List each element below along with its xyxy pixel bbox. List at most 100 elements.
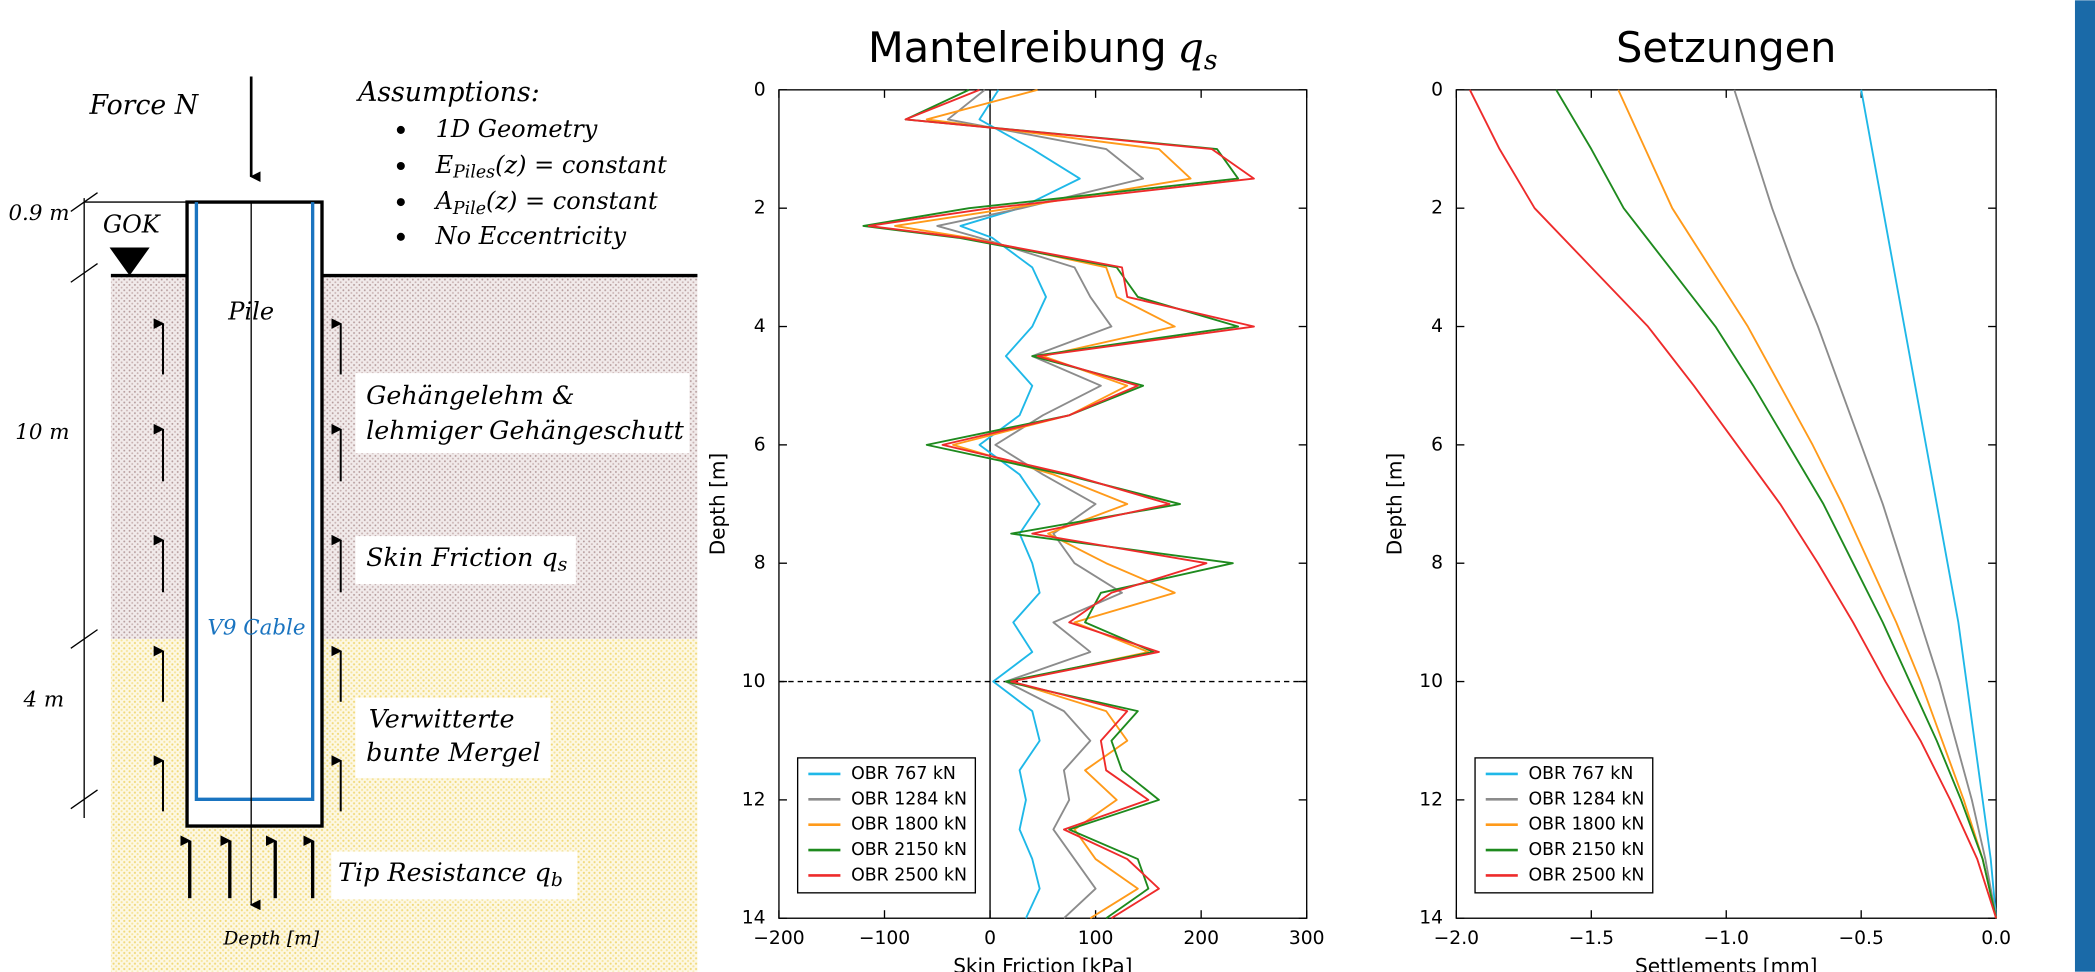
dimension-ticks <box>70 192 188 810</box>
pile-label: Pile <box>227 297 274 325</box>
legend: OBR 767 kN OBR 1284 kN OBR 1800 kN OBR 2150… <box>1474 757 1654 894</box>
y-tick-label: 8 <box>1431 553 1443 574</box>
label-text: Tip Resistance <box>338 857 527 887</box>
ground-marker <box>109 247 150 276</box>
layer-label: lehmiger Gehängeschutt <box>366 415 685 445</box>
label-text: Skin Friction <box>366 542 533 572</box>
data-line <box>1733 89 1998 919</box>
layer-label: Verwitterte <box>369 703 515 733</box>
title-text: Setzungen <box>1616 24 1836 72</box>
legend-label: OBR 767 kN <box>851 764 956 784</box>
legend-label: OBR 2500 kN <box>1528 865 1644 885</box>
assumption-text: (z) = constant <box>495 151 667 179</box>
x-tick-label: −200 <box>753 928 804 949</box>
data-line <box>867 88 1255 920</box>
data-line <box>1469 89 1998 919</box>
data-line <box>1617 89 1998 919</box>
label-symbol: q <box>535 857 551 887</box>
y-tick-label: 0 <box>1431 79 1443 100</box>
layer-label: bunte Mergel <box>366 737 541 767</box>
x-tick-label: 100 <box>1078 928 1114 949</box>
x-tick-label: 300 <box>1289 928 1325 949</box>
y-tick-label: 10 <box>1419 671 1443 692</box>
y-tick-label: 12 <box>1419 789 1443 810</box>
pile-diagram: Force N Assumptions: 1D Geometry EPiles(… <box>8 76 698 972</box>
y-tick-label: 0 <box>754 79 766 100</box>
y-axis-label: Depth [m] <box>705 453 729 556</box>
legend: OBR 767 kN OBR 1284 kN OBR 1800 kN OBR 2150… <box>796 757 977 894</box>
data-line <box>894 88 1192 920</box>
y-tick-label: 10 <box>742 671 766 692</box>
dimension-label: 0.9 m <box>8 201 69 226</box>
assumption-list: 1D Geometry EPiles(z) = constant APile(z… <box>396 114 668 249</box>
assumption-text: No Eccentricity <box>435 221 627 249</box>
data-line <box>1860 89 1998 919</box>
y-tick-label: 6 <box>1431 434 1443 455</box>
x-tick-label: 0.0 <box>1981 928 2011 949</box>
legend-label: OBR 1284 kN <box>1528 789 1644 809</box>
title-symbol: q <box>1177 24 1204 72</box>
legend-label: OBR 2500 kN <box>851 865 967 885</box>
force-label: Force N <box>89 90 200 121</box>
label-subscript: b <box>551 870 563 891</box>
dimension-label: 10 m <box>15 420 69 445</box>
data-line <box>936 89 1145 919</box>
chart: Setzungen −2.0 −1.5 −1.0 −0.5 0.0 0 2 4 6 8 10 12 14 O… <box>1383 24 2011 972</box>
y-tick-label: 6 <box>754 434 766 455</box>
y-tick-label: 2 <box>754 198 766 219</box>
x-tick-label: 0 <box>984 928 996 949</box>
assumption: No Eccentricity <box>435 221 627 249</box>
y-tick-label: 4 <box>1431 316 1443 337</box>
label-symbol: q <box>541 542 557 572</box>
y-tick-label: 14 <box>1419 908 1443 929</box>
label-box <box>355 536 576 585</box>
dimension-label: 4 m <box>22 687 64 712</box>
assumption: EPiles(z) = constant <box>435 151 668 183</box>
label-box <box>331 851 578 900</box>
data-line <box>1555 89 1998 919</box>
depth-label: Depth [m] <box>222 929 320 950</box>
x-tick-label: −100 <box>859 928 910 949</box>
legend-label: OBR 1284 kN <box>851 789 967 809</box>
y-axis-label: Depth [m] <box>1383 453 1407 556</box>
legend-label: OBR 1800 kN <box>1528 815 1644 835</box>
label-box <box>355 373 690 454</box>
x-tick-label: −2.0 <box>1434 928 1479 949</box>
tip-resistance-label: Tip Resistance qb <box>338 857 563 891</box>
legend-label: OBR 767 kN <box>1528 764 1633 784</box>
x-tick-label: −1.0 <box>1704 928 1749 949</box>
cable-label: V9 Cable <box>208 615 306 640</box>
tip-arrows <box>180 835 315 899</box>
label-subscript: s <box>558 554 568 575</box>
chart-title: Setzungen <box>1616 24 1836 72</box>
label-box <box>355 697 551 778</box>
chart: Mantelreibung qs −200 −100 0 100 200 300 0 2 4 6 8 10… <box>705 24 1324 972</box>
y-tick-label: 14 <box>742 908 766 929</box>
x-tick-label: −0.5 <box>1838 928 1883 949</box>
legend-label: OBR 1800 kN <box>851 815 967 835</box>
skin-friction-label: Skin Friction qs <box>366 542 567 576</box>
ground-label: GOK <box>103 211 162 239</box>
side-bar <box>2074 0 2095 972</box>
pile <box>185 200 324 828</box>
y-tick-label: 12 <box>742 789 766 810</box>
chart-title: Mantelreibung qs <box>868 24 1218 76</box>
legend-label: OBR 2150 kN <box>851 840 967 860</box>
x-axis-label: Settlements [mm] <box>1635 954 1817 972</box>
y-tick-label: 2 <box>1431 198 1443 219</box>
assumption: APile(z) = constant <box>434 187 658 219</box>
friction-arrows <box>153 318 343 812</box>
title-subscript: s <box>1204 45 1218 76</box>
x-tick-label: 200 <box>1183 928 1219 949</box>
data-line <box>959 89 1081 919</box>
cable <box>194 202 315 801</box>
x-axis-label: Skin Friction [kPa] <box>953 954 1132 972</box>
assumption-subscript: Piles <box>452 162 495 182</box>
y-tick-label: 4 <box>754 316 766 337</box>
assumption-text: 1D Geometry <box>436 114 598 142</box>
assumption: 1D Geometry <box>436 114 598 142</box>
assumptions-title: Assumptions: <box>355 77 540 108</box>
layer-label: Gehängelehm & <box>366 380 575 410</box>
assumption-text: (z) = constant <box>486 187 658 215</box>
